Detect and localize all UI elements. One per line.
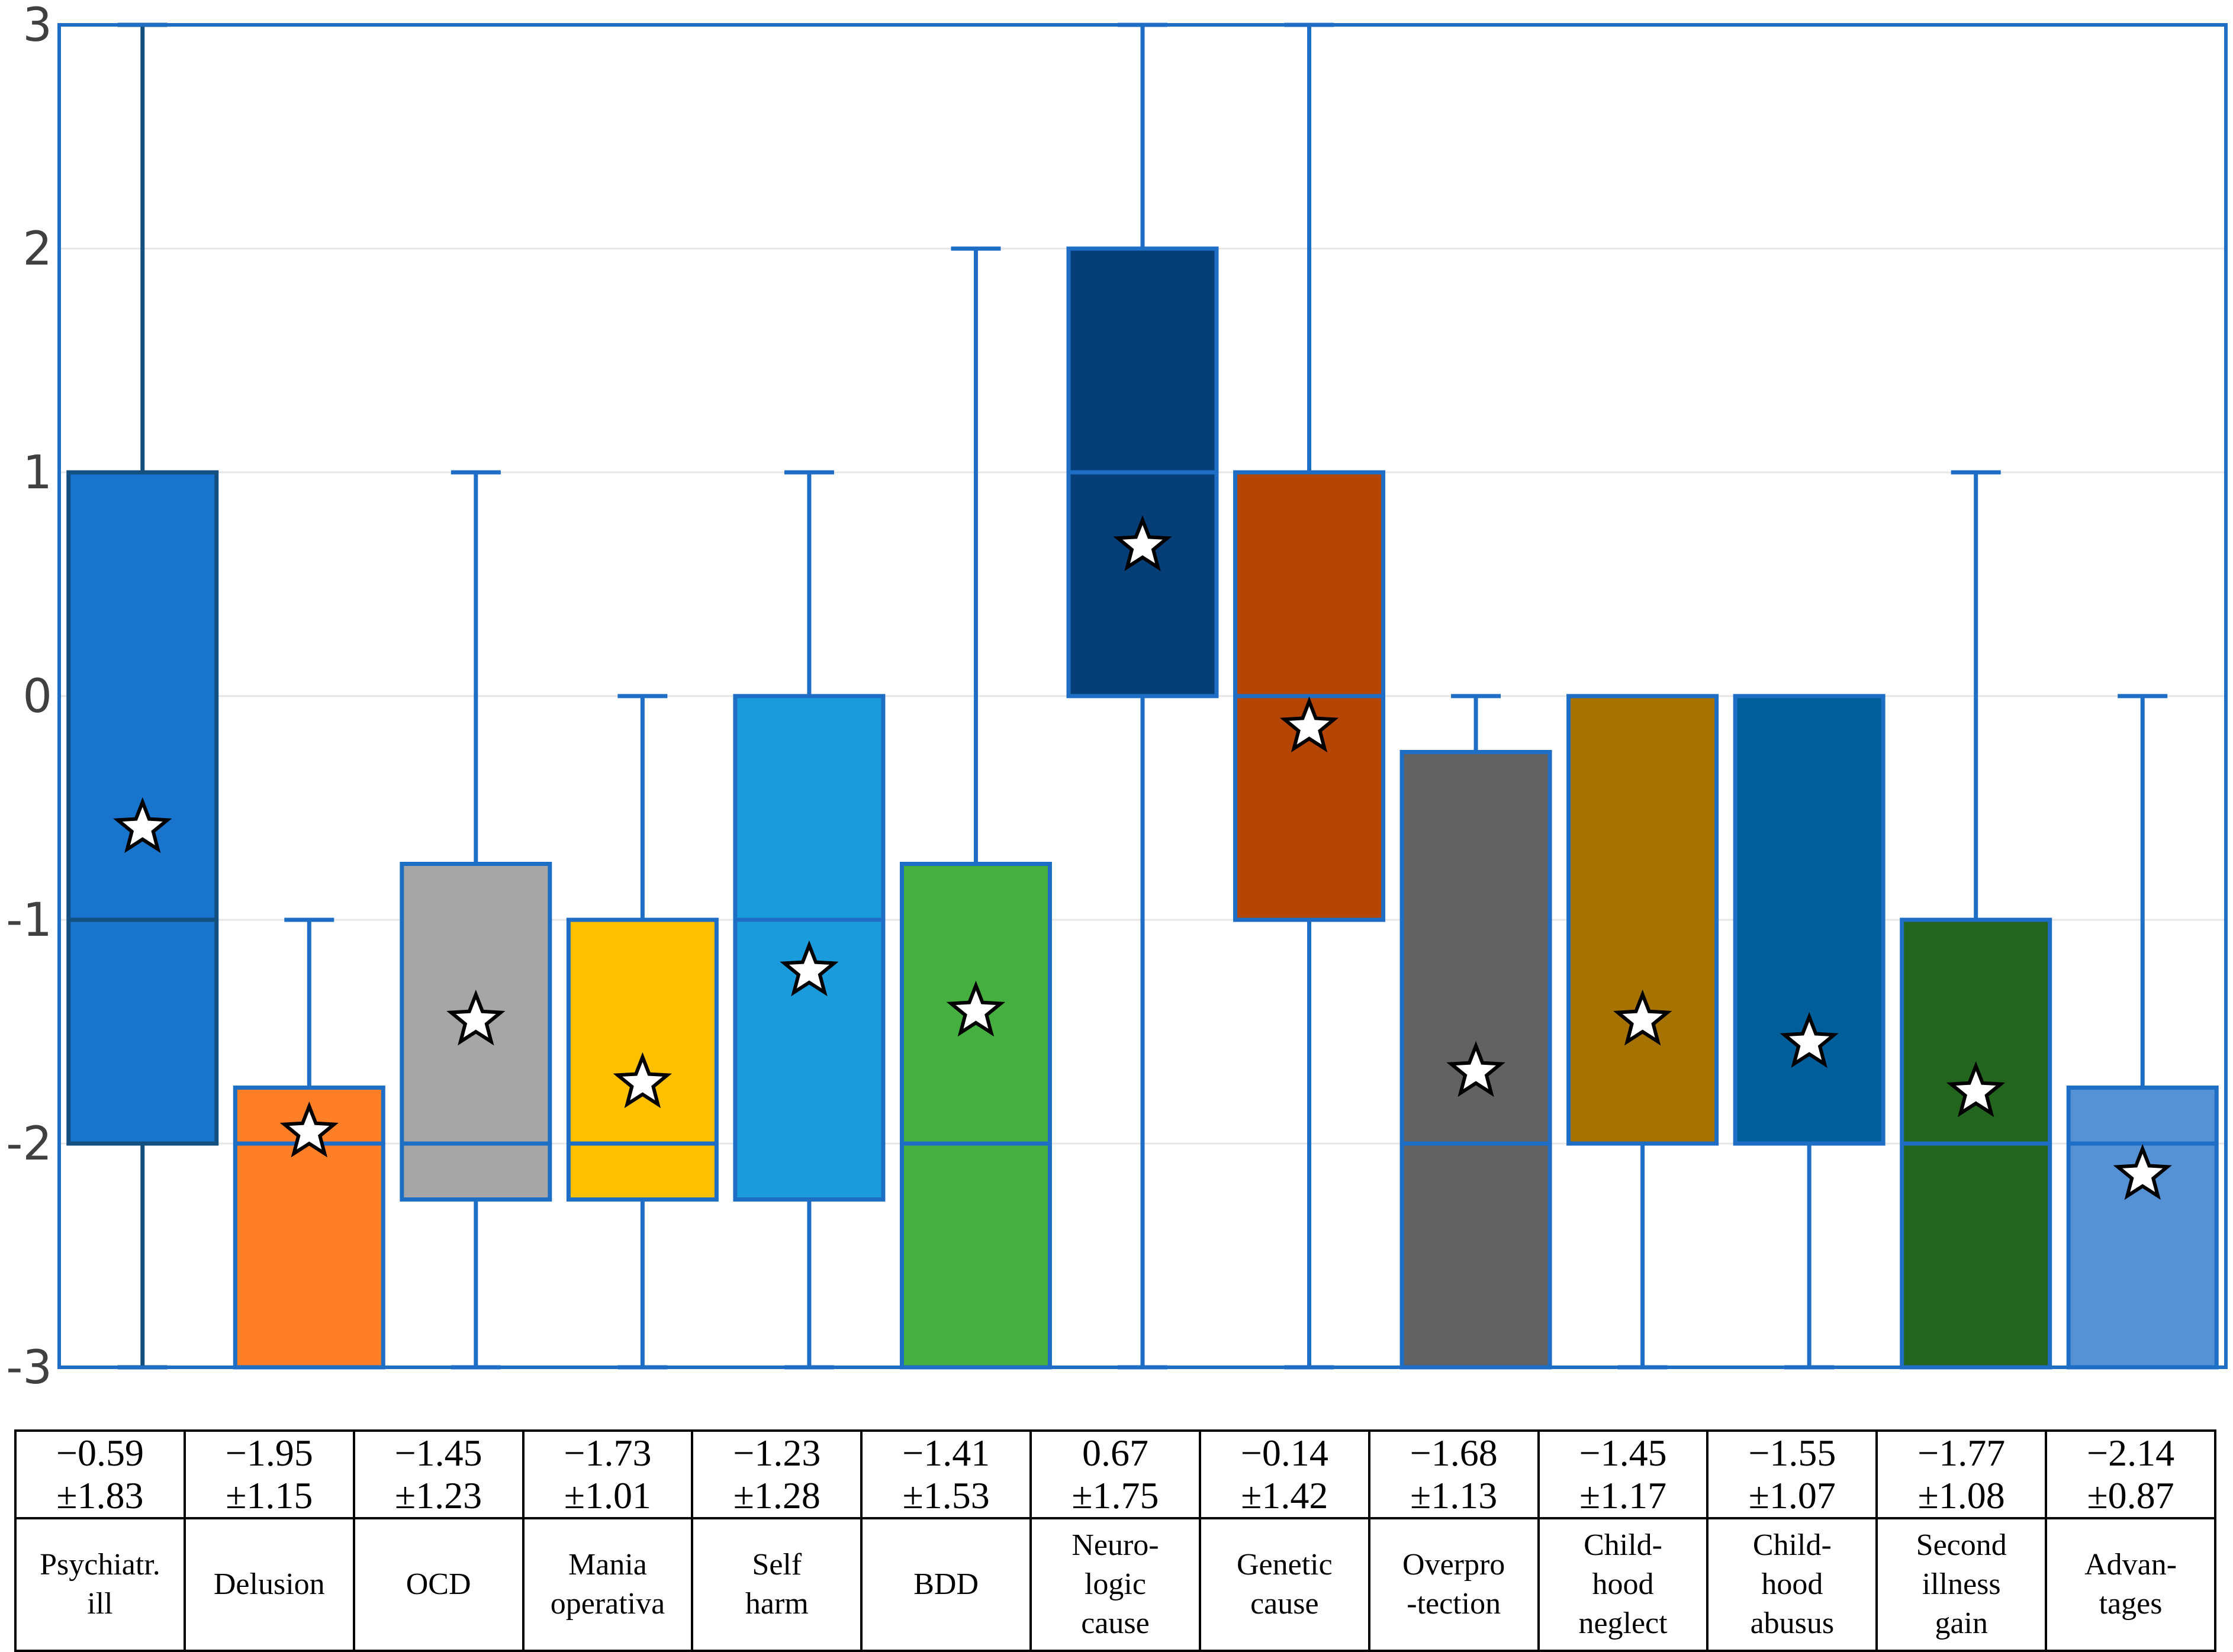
mean-marker (613, 1052, 673, 1109)
sd-cell: ±1.23 (352, 1474, 525, 1519)
category-label: Neuro- logic cause (1072, 1528, 1159, 1640)
category-label-cell: Advan- tages (2045, 1517, 2216, 1652)
box-plot-chart: 3 2 1 0 -1 -2 -3 (6, 0, 2228, 1395)
sd-cell: ±1.75 (1029, 1474, 1201, 1519)
box (1733, 694, 1885, 1146)
box-group (2066, 694, 2219, 1370)
mean-marker (1446, 1041, 1505, 1097)
mean-marker (2113, 1144, 2172, 1200)
sd-cell: ±1.53 (860, 1474, 1032, 1519)
box (2066, 1086, 2219, 1370)
box (899, 862, 1052, 1370)
sd-row: ±1.83 ±1.15 ±1.23 ±1.01 ±1.28 ±1.53 ±1.75 ±1.42… (14, 1474, 2216, 1519)
category-label: Overpro -tection (1402, 1548, 1505, 1621)
y-tick-label: 3 (22, 0, 52, 52)
mean-marker (1946, 1061, 2006, 1118)
sd-cell: ±1.83 (14, 1474, 186, 1519)
mean-cell: −2.14 (2045, 1429, 2216, 1474)
mean-cell: −1.41 (860, 1429, 1032, 1474)
category-label: Self harm (745, 1548, 809, 1621)
label-row: Psychiatr. ill Delusion OCD Mania operativa… (14, 1517, 2216, 1652)
mean-marker (946, 980, 1006, 1037)
category-label: Delusion (213, 1567, 325, 1601)
boxes (66, 22, 2219, 1370)
mean-marker (279, 1101, 339, 1158)
y-tick-label: -3 (6, 1341, 52, 1395)
mean-cell: −1.45 (352, 1429, 525, 1474)
sd-cell: ±0.87 (2045, 1474, 2216, 1519)
category-label-cell: Child- hood abusus (1706, 1517, 1878, 1652)
box-group (400, 470, 552, 1370)
category-label: Advan- tages (2084, 1548, 2177, 1621)
box-group (733, 470, 886, 1370)
box-group (66, 22, 219, 1370)
mean-cell: −1.45 (1537, 1429, 1709, 1474)
mean-cell: 0.67 (1029, 1429, 1201, 1474)
category-label: Mania operativa (550, 1548, 665, 1621)
box-group (566, 694, 719, 1370)
sd-cell: ±1.17 (1537, 1474, 1709, 1519)
category-label: Child- hood abusus (1750, 1528, 1835, 1640)
y-tick-label: 2 (22, 223, 52, 276)
mean-cell: −0.59 (14, 1429, 186, 1474)
box-group (1066, 22, 1219, 1370)
y-tick-label: 1 (22, 446, 52, 500)
category-label-cell: Self harm (691, 1517, 863, 1652)
summary-statistics-table: −0.59 −1.95 −1.45 −1.73 −1.23 −1.41 0.67 −0.14−… (14, 1429, 2216, 1652)
category-label-cell: OCD (352, 1517, 525, 1652)
category-label-cell: Genetic cause (1198, 1517, 1370, 1652)
box (1566, 694, 1719, 1146)
mean-cell: −1.95 (183, 1429, 355, 1474)
category-label: Child- hood neglect (1578, 1528, 1668, 1640)
box-group (233, 917, 385, 1370)
y-axis-ticks: 3 2 1 0 -1 -2 -3 (6, 0, 52, 1395)
sd-cell: ±1.13 (1368, 1474, 1540, 1519)
box-group (1566, 694, 1719, 1370)
box-group (1900, 470, 2052, 1370)
category-label: Psychiatr. ill (40, 1548, 160, 1621)
mean-marker (1780, 1012, 1839, 1068)
category-label-cell: Overpro -tection (1368, 1517, 1540, 1652)
category-label-cell: Mania operativa (522, 1517, 694, 1652)
sd-cell: ±1.01 (522, 1474, 694, 1519)
mean-marker (446, 989, 506, 1046)
mean-marker (113, 797, 172, 854)
category-label-cell: BDD (860, 1517, 1032, 1652)
box-group (1399, 694, 1552, 1370)
category-label: Genetic cause (1236, 1548, 1333, 1621)
box-group (1733, 694, 1885, 1370)
mean-marker (780, 940, 839, 997)
y-tick-label: -1 (6, 894, 52, 947)
sd-cell: ±1.28 (691, 1474, 863, 1519)
y-tick-label: -2 (6, 1118, 52, 1171)
category-label: OCD (406, 1567, 471, 1601)
mean-cell: −0.14 (1198, 1429, 1370, 1474)
box-group (899, 246, 1052, 1370)
plot-frame (57, 23, 2228, 1369)
y-tick-label: 0 (22, 670, 52, 723)
mean-cell: −1.23 (691, 1429, 863, 1474)
box-group (1233, 22, 1386, 1370)
category-label-cell: Psychiatr. ill (14, 1517, 186, 1652)
mean-cell: −1.55 (1706, 1429, 1878, 1474)
category-label: BDD (913, 1567, 979, 1601)
mean-marker (1113, 515, 1172, 571)
sd-cell: ±1.42 (1198, 1474, 1370, 1519)
category-label-cell: Neuro- logic cause (1029, 1517, 1201, 1652)
mean-marker (1279, 696, 1339, 753)
mean-cell: −1.77 (1875, 1429, 2048, 1474)
sd-cell: ±1.15 (183, 1474, 355, 1519)
category-label: Second illness gain (1916, 1528, 2007, 1640)
category-label-cell: Delusion (183, 1517, 355, 1652)
category-label-cell: Child- hood neglect (1537, 1517, 1709, 1652)
mean-cell: −1.68 (1368, 1429, 1540, 1474)
sd-cell: ±1.07 (1706, 1474, 1878, 1519)
mean-row: −0.59 −1.95 −1.45 −1.73 −1.23 −1.41 0.67 −0.14−… (14, 1429, 2216, 1474)
category-label-cell: Second illness gain (1875, 1517, 2048, 1652)
mean-marker (1613, 989, 1672, 1046)
sd-cell: ±1.08 (1875, 1474, 2048, 1519)
mean-cell: −1.73 (522, 1429, 694, 1474)
